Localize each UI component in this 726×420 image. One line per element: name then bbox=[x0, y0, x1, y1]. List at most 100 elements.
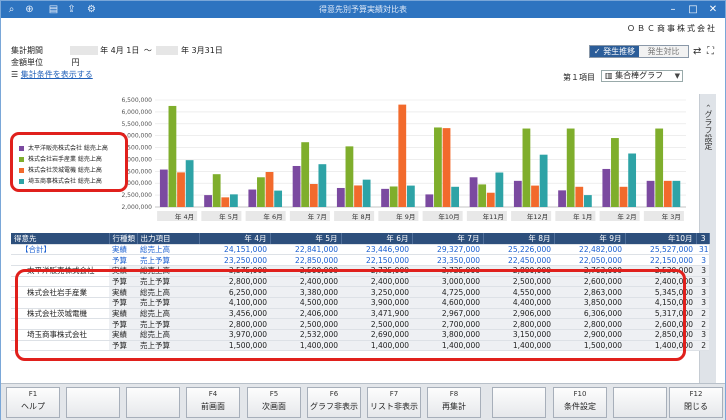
export-icon[interactable]: ⇪ bbox=[67, 4, 76, 15]
toggle-trend[interactable]: ✓ 発生推移 bbox=[590, 46, 639, 57]
column-header[interactable]: 年 7月 bbox=[412, 233, 484, 245]
maximize-button[interactable]: □ bbox=[688, 4, 698, 15]
fkey-empty[interactable] bbox=[126, 387, 180, 418]
amount-cell: 3,250,000 bbox=[341, 286, 412, 298]
column-header[interactable]: 得意先 bbox=[11, 233, 110, 245]
x-tick-bg bbox=[555, 211, 596, 221]
item-cell: 総売上高 bbox=[137, 244, 199, 256]
amount-cell: 4,600,000 bbox=[412, 297, 483, 309]
bar bbox=[204, 195, 212, 207]
amount-cell: 3 bbox=[696, 265, 709, 277]
x-tick-bg bbox=[289, 211, 330, 221]
amount-cell: 22,482,000 bbox=[554, 244, 625, 256]
bar bbox=[229, 194, 238, 207]
x-tick-label: 年 7月 bbox=[308, 212, 327, 221]
column-header[interactable]: 3 bbox=[696, 233, 710, 245]
column-header[interactable]: 行種類 bbox=[109, 233, 138, 245]
bar bbox=[434, 127, 442, 207]
column-header[interactable]: 出力項目 bbox=[137, 233, 200, 245]
x-tick-label: 年 6月 bbox=[263, 212, 282, 221]
item-cell: 売上予算 bbox=[137, 318, 199, 330]
bar bbox=[486, 192, 495, 207]
toggle-compare[interactable]: 発生対比 bbox=[639, 46, 688, 57]
close-window-button[interactable]: ✕ bbox=[708, 4, 718, 15]
amount-cell: 2 bbox=[696, 340, 709, 352]
expand-icon[interactable]: ⛶ bbox=[707, 46, 714, 57]
column-header[interactable]: 年 5月 bbox=[270, 233, 342, 245]
table-row[interactable]: 予算 売上予算 2,800,000 2,500,000 2,500,000 2,700,0… bbox=[11, 318, 709, 330]
bar bbox=[398, 104, 407, 207]
amount-cell: 23,250,000 bbox=[199, 254, 270, 266]
unit-label: 金額単位 bbox=[11, 58, 43, 67]
fkey-f10[interactable]: F10 条件設定 bbox=[553, 387, 607, 418]
bar bbox=[442, 128, 451, 207]
fkey-code: F10 bbox=[573, 390, 587, 398]
function-key-bar: F1 ヘルプ F4 前画面 F5 次画面 F6 グラフ非表示 F7 リスト非表示 F8 再集計 F10 条… bbox=[1, 383, 725, 420]
fkey-f4[interactable]: F4 前画面 bbox=[186, 387, 240, 418]
bar bbox=[583, 195, 592, 207]
settings-icon[interactable]: ⚙ bbox=[87, 4, 96, 15]
bar bbox=[168, 105, 177, 207]
fkey-f7[interactable]: F7 リスト非表示 bbox=[367, 387, 421, 418]
table-row[interactable]: 予算 売上予算 4,100,000 4,500,000 3,900,000 4,600,0… bbox=[11, 297, 709, 309]
table-row[interactable]: 予算 売上予算 1,500,000 1,400,000 1,400,000 1,400,0… bbox=[11, 340, 709, 352]
table-row[interactable]: 予算 売上予算 23,250,000 22,850,000 22,150,000 23,3… bbox=[11, 254, 709, 266]
bar bbox=[265, 172, 274, 207]
column-header[interactable]: 年 6月 bbox=[341, 233, 413, 245]
amount-cell: 3 bbox=[696, 276, 709, 288]
fkey-empty[interactable] bbox=[66, 387, 120, 418]
column-header[interactable]: 年10月 bbox=[625, 233, 697, 245]
table-row[interactable]: 【合計】 実績 総売上高 24,151,000 22,841,000 23,446,900… bbox=[11, 244, 709, 256]
legend-label: 株式会社岩手産業 総売上高 bbox=[28, 156, 102, 163]
swap-icon[interactable]: ⇄ bbox=[693, 46, 702, 57]
chart-type-select[interactable]: ▥ 集合棒グラフ ▼ bbox=[601, 70, 683, 82]
fkey-f6[interactable]: F6 グラフ非表示 bbox=[307, 387, 361, 418]
x-tick-label: 年 9月 bbox=[396, 212, 415, 221]
amount-cell: 4,400,000 bbox=[483, 297, 554, 309]
period-start: 年 4月 1日 bbox=[100, 46, 140, 55]
y-tick-label: 3,000,000 bbox=[121, 180, 152, 187]
amount-cell: 25,226,000 bbox=[483, 244, 554, 256]
bar bbox=[566, 128, 575, 207]
amount-cell: 2,400,000 bbox=[625, 276, 696, 288]
chart-legend: 太平洋販売株式会社 総売上高 株式会社岩手産業 総売上高 株式会社茨城電機 総売上高… bbox=[10, 132, 128, 192]
y-tick-label: 6,000,000 bbox=[121, 109, 152, 116]
conditions-row: ☰ 集計条件を表示する bbox=[11, 69, 93, 80]
table-row[interactable]: 予算 売上予算 2,800,000 2,400,000 2,400,000 3,000,0… bbox=[11, 276, 709, 288]
x-tick-label: 年 1月 bbox=[573, 212, 592, 221]
amount-cell: 2,532,000 bbox=[270, 329, 341, 341]
x-tick-bg bbox=[511, 211, 552, 221]
fkey-label: ヘルプ bbox=[21, 402, 45, 411]
fkey-empty[interactable] bbox=[492, 387, 546, 418]
period-row: 集計期間 年 4月 1日 ～ 年 3月31日 bbox=[11, 45, 223, 56]
column-header[interactable]: 年 4月 bbox=[199, 233, 271, 245]
amount-cell: 2,900,000 bbox=[554, 329, 625, 341]
amount-cell: 2,850,000 bbox=[625, 329, 696, 341]
amount-cell: 3 bbox=[696, 329, 709, 341]
show-conditions-link[interactable]: 集計条件を表示する bbox=[20, 70, 93, 79]
customer-cell bbox=[11, 276, 109, 288]
table-row[interactable]: 埼玉商事株式会社 実績 総売上高 3,970,000 2,532,000 2,690,00… bbox=[11, 329, 709, 341]
fkey-f8[interactable]: F8 再集計 bbox=[427, 387, 481, 418]
zoom-icon[interactable]: ⊕ bbox=[25, 4, 34, 15]
table-row[interactable]: 株式会社茨城電機 実績 総売上高 3,456,000 2,406,000 3,471,90… bbox=[11, 308, 709, 320]
x-tick-bg bbox=[466, 211, 507, 221]
print-icon[interactable]: ▤ bbox=[48, 4, 59, 15]
company-name: ＯＢＣ商事株式会社 bbox=[627, 24, 717, 33]
fkey-f5[interactable]: F5 次画面 bbox=[247, 387, 301, 418]
bar bbox=[362, 179, 371, 207]
fkey-empty[interactable] bbox=[613, 387, 667, 418]
title-bar: ⌕ ⊕ ▤ ⇪ ⚙ 得意先別予算実績対比表 – □ ✕ bbox=[1, 1, 725, 18]
search-icon[interactable]: ⌕ bbox=[8, 4, 15, 15]
minimize-button[interactable]: – bbox=[670, 4, 676, 15]
column-header[interactable]: 年 9月 bbox=[554, 233, 626, 245]
column-header[interactable]: 年 8月 bbox=[483, 233, 555, 245]
x-tick-bg bbox=[643, 211, 684, 221]
table-row[interactable]: 株式会社岩手産業 実績 総売上高 6,250,000 3,380,000 3,250,00… bbox=[11, 286, 709, 298]
amount-cell: 29,327,000 bbox=[412, 244, 483, 256]
fkey-f12[interactable]: F12 閉じる bbox=[669, 387, 723, 418]
chevron-down-icon: ▼ bbox=[674, 72, 680, 80]
amount-cell: 3 bbox=[696, 286, 709, 298]
fkey-f1[interactable]: F1 ヘルプ bbox=[6, 387, 60, 418]
y-tick-label: 2,000,000 bbox=[121, 204, 152, 211]
